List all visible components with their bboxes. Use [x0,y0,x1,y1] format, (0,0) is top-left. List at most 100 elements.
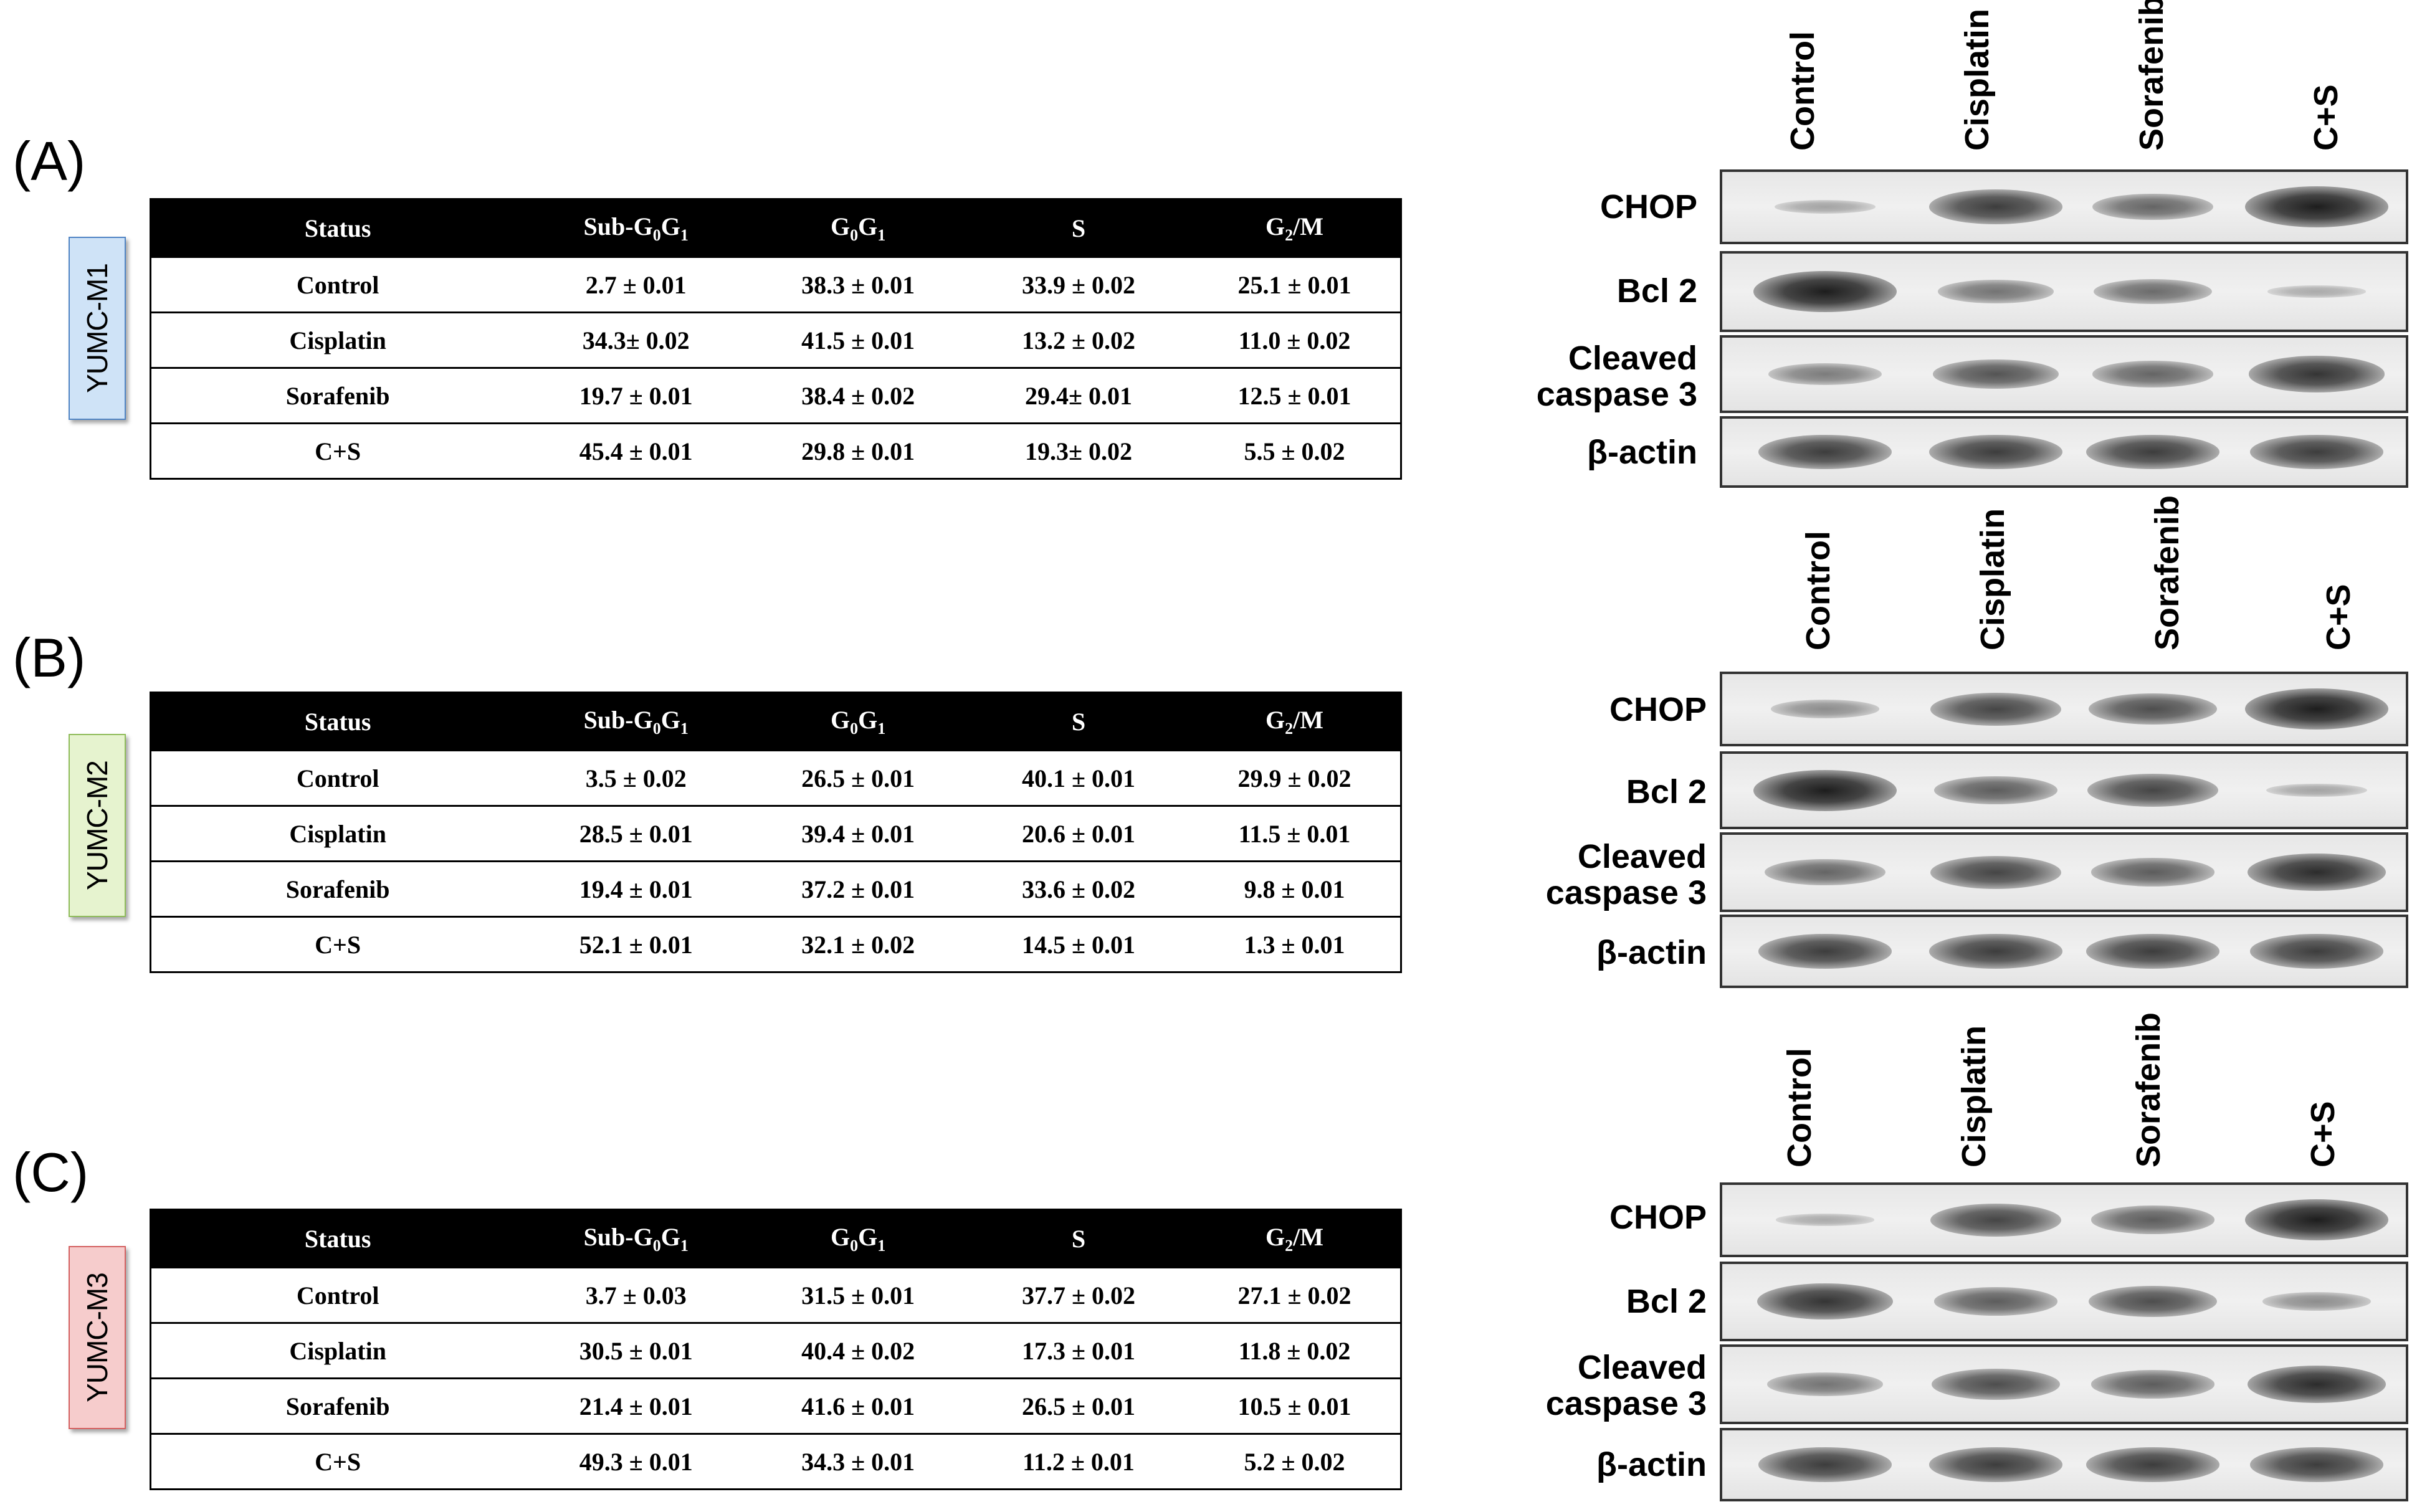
lane-label-cs: C+S [2320,584,2357,650]
value-cell: 52.1 ± 0.01 [524,916,748,972]
value-cell: 40.4 ± 0.02 [748,1322,969,1379]
header-g0g1: G0G1 [748,199,969,257]
blot-band [2250,934,2384,969]
status-cell: Cisplatin [150,1322,525,1379]
status-cell: Sorafenib [150,860,525,917]
blot-band [2089,693,2218,725]
lane-label-cs: C+S [2307,84,2345,151]
value-cell: 14.5 ± 0.01 [968,916,1189,972]
blot-strip-chop [1720,1182,2408,1257]
status-cell: Sorafenib [150,1377,525,1434]
status-cell: Control [150,749,525,806]
blot-band [1770,700,1879,718]
panel-letter-c: (C) [12,1141,89,1203]
value-cell: 33.9 ± 0.02 [968,256,1189,313]
table-row: Cisplatin 28.5 ± 0.01 39.4 ± 0.01 20.6 ± 0.… [150,805,1401,862]
blot-band [2266,783,2368,797]
cell-line-tag-m2: YUMC-M2 [69,734,126,917]
blot-band [2249,356,2385,392]
lane-label-cisplatin: Cisplatin [1955,1025,1993,1167]
value-cell: 33.6 ± 0.02 [968,860,1189,917]
lane-label-cisplatin: Cisplatin [1974,508,2011,650]
blot-label-cleaved-caspase3: Cleaved caspase 3 [1545,1349,1707,1422]
blot-band [1932,359,2059,389]
status-cell: Sorafenib [150,367,525,424]
value-cell: 21.4 ± 0.01 [524,1377,748,1434]
cell-cycle-table-b: Status Sub-G0G1 G0G1 S G2/M Control 3.5 ±… [150,692,1402,973]
panel-letter-b: (B) [12,627,86,688]
blot-strip-cleaved-caspase3 [1720,832,2408,912]
value-cell: 19.4 ± 0.01 [524,860,748,917]
blot-band [2089,1285,2218,1318]
lane-label-control: Control [1800,531,1837,650]
blot-band [2091,858,2215,887]
blot-label-chop: CHOP [1609,1199,1707,1236]
blot-strip-chop [1720,169,2408,244]
header-g0g1: G0G1 [748,692,969,751]
blot-band [1757,1283,1893,1320]
blot-label-actin: β-actin [1596,934,1707,971]
status-cell: C+S [150,422,525,479]
blot-band [1928,1447,2062,1482]
cell-line-tag-m3: YUMC-M3 [69,1246,126,1429]
blot-band [2086,1447,2220,1482]
blot-label-bcl2: Bcl 2 [1626,1283,1707,1320]
value-cell: 17.3 ± 0.01 [968,1322,1189,1379]
table-row: C+S 49.3 ± 0.01 34.3 ± 0.01 11.2 ± 0.01 5.2 … [150,1433,1401,1490]
blot-strip-actin [1720,1428,2408,1501]
blot-band [1768,363,1882,385]
blot-band [1753,271,1897,312]
value-cell: 29.4± 0.01 [968,367,1189,424]
value-cell: 30.5 ± 0.01 [524,1322,748,1379]
blot-strip-actin [1720,416,2408,488]
table-header-row: Status Sub-G0G1 G0G1 S G2/M [150,1209,1401,1268]
table-header-row: Status Sub-G0G1 G0G1 S G2/M [150,199,1401,257]
cell-line-label: YUMC-M3 [81,1273,114,1402]
cell-cycle-table-a: Status Sub-G0G1 G0G1 S G2/M Control 2.7 ±… [150,198,1402,480]
value-cell: 41.5 ± 0.01 [748,311,969,368]
lane-label-sorafenib: Sorafenib [2148,495,2186,650]
status-cell: C+S [150,1433,525,1490]
blot-band [2248,853,2386,892]
blot-band [2245,186,2389,227]
blot-band [1930,1203,2061,1237]
blot-band [1758,934,1892,969]
header-status: Status [150,199,525,257]
blot-band [2094,279,2213,304]
blot-band [1775,1214,1874,1226]
blot-strip-bcl2 [1720,251,2408,332]
blot-band [2250,434,2384,470]
table-row: Sorafenib 19.4 ± 0.01 37.2 ± 0.01 33.6 ± 0.… [150,860,1401,917]
header-g2m: G2/M [1188,1209,1401,1268]
blot-strip-actin [1720,915,2408,988]
value-cell: 45.4 ± 0.01 [524,422,748,479]
value-cell: 38.3 ± 0.01 [748,256,969,313]
value-cell: 28.5 ± 0.01 [524,805,748,862]
lane-label-cisplatin: Cisplatin [1958,8,1996,151]
value-cell: 32.1 ± 0.02 [748,916,969,972]
blot-strip-chop [1720,672,2408,746]
value-cell: 1.3 ± 0.01 [1188,916,1401,972]
cell-line-tag-m1: YUMC-M1 [69,237,126,420]
blot-band [1928,934,2062,969]
value-cell: 12.5 ± 0.01 [1188,367,1401,424]
blot-strip-bcl2 [1720,1262,2408,1341]
blot-label-actin: β-actin [1587,434,1697,471]
blot-band [2092,361,2214,388]
blot-label-bcl2: Bcl 2 [1616,272,1697,310]
blot-band [1766,1372,1883,1396]
table-row: Control 3.5 ± 0.02 26.5 ± 0.01 40.1 ± 0.01 2… [150,749,1401,806]
value-cell: 34.3± 0.02 [524,311,748,368]
status-cell: Cisplatin [150,311,525,368]
blot-band [1928,434,2062,470]
value-cell: 11.8 ± 0.02 [1188,1322,1401,1379]
value-cell: 3.7 ± 0.03 [524,1267,748,1323]
blot-label-chop: CHOP [1609,691,1707,728]
header-sub-g0g1: Sub-G0G1 [524,692,748,751]
value-cell: 49.3 ± 0.01 [524,1433,748,1490]
table-row: Cisplatin 34.3± 0.02 41.5 ± 0.01 13.2 ± 0.0… [150,311,1401,368]
blot-band [2262,1292,2372,1311]
header-sub-g0g1: Sub-G0G1 [524,199,748,257]
status-cell: Control [150,256,525,313]
blot-band [2267,285,2367,298]
